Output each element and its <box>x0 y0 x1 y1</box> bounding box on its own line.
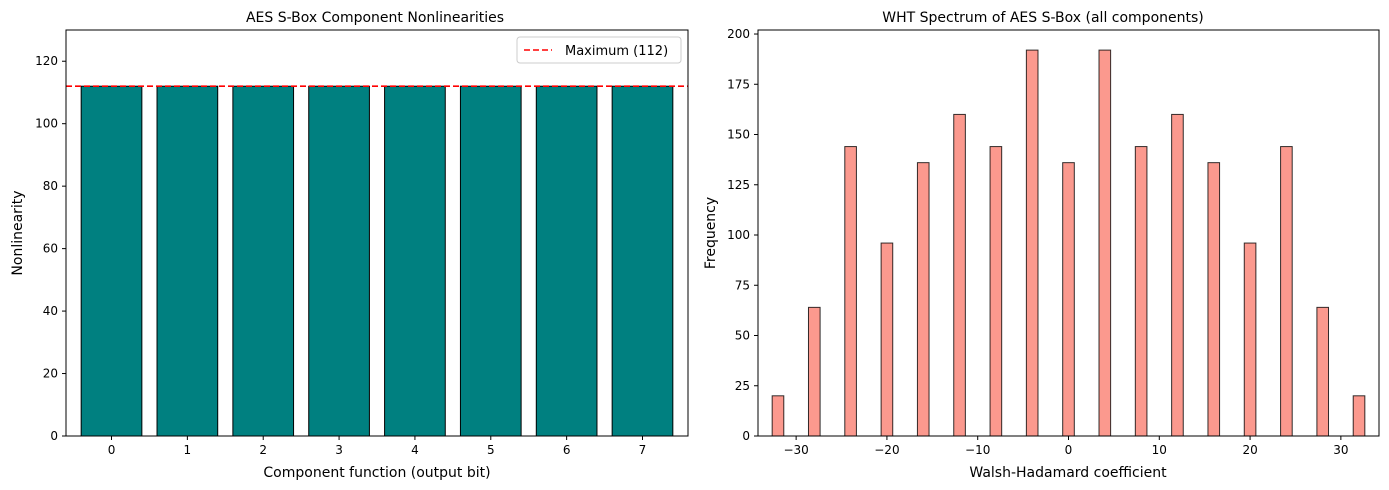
x-tick-label: 0 <box>108 443 116 457</box>
histogram-bar <box>916 162 930 437</box>
y-tick-label: 0 <box>50 429 58 443</box>
histogram-bar <box>1062 162 1075 437</box>
legend-box <box>516 36 682 64</box>
x-tick-label: 20 <box>1242 443 1257 457</box>
bar-component-2 <box>232 85 295 437</box>
bar-component-6 <box>535 85 598 437</box>
y-tick-label: 40 <box>43 304 58 318</box>
bar-component-0 <box>80 85 143 437</box>
histogram-bar <box>1171 113 1184 437</box>
axis-ticks: −30 −20 −10 0 10 20 30 0 25 50 75 100 125 150 175 200 <box>727 27 1348 457</box>
x-tick-label: −30 <box>783 443 808 457</box>
x-tick-label: 4 <box>411 443 419 457</box>
axis-ticks: 0 1 2 3 4 5 6 7 0 20 40 60 80 100 120 <box>35 54 646 457</box>
x-tick-label: 6 <box>563 443 571 457</box>
histogram-bar <box>1207 162 1221 437</box>
bars <box>80 85 674 437</box>
bar-component-7 <box>611 85 674 437</box>
bar-component-4 <box>384 85 446 437</box>
bars <box>771 49 1366 437</box>
bar-component-3 <box>308 85 370 437</box>
histogram-bar <box>953 113 966 437</box>
histogram-bar <box>771 395 785 437</box>
bar-component-1 <box>156 85 219 437</box>
histogram-bar <box>1134 146 1148 437</box>
x-tick-label: 2 <box>259 443 267 457</box>
x-tick-label: −20 <box>874 443 899 457</box>
x-tick-label: 1 <box>184 443 192 457</box>
y-tick-label: 50 <box>735 329 750 343</box>
wht-spectrum-chart: WHT Spectrum of AES S-Box (all component… <box>703 10 1380 481</box>
y-tick-label: 0 <box>742 429 750 443</box>
y-tick-label: 120 <box>35 54 58 68</box>
x-axis-label: Component function (output bit) <box>263 465 490 481</box>
axes-frame <box>65 29 689 437</box>
histogram-bar <box>1280 146 1293 437</box>
histogram-bar <box>844 146 857 437</box>
axes-frame <box>757 29 1380 437</box>
x-tick-label: 7 <box>639 443 647 457</box>
y-tick-label: 200 <box>727 27 750 41</box>
histogram-bar <box>880 242 894 437</box>
x-tick-label: 5 <box>487 443 495 457</box>
y-tick-label: 125 <box>727 178 750 192</box>
x-tick-label: −10 <box>965 443 990 457</box>
histogram-bar <box>1025 49 1039 437</box>
y-tick-label: 80 <box>43 179 58 193</box>
y-tick-label: 175 <box>727 77 750 91</box>
histogram-bar <box>1098 49 1112 437</box>
y-tick-label: 100 <box>727 228 750 242</box>
histogram-bar <box>1243 242 1257 437</box>
x-tick-label: 30 <box>1333 443 1348 457</box>
x-tick-label: 3 <box>335 443 343 457</box>
chart-title: AES S-Box Component Nonlinearities <box>246 10 504 26</box>
y-tick-label: 150 <box>727 128 750 142</box>
x-tick-label: 0 <box>1065 443 1073 457</box>
histogram-bar <box>1316 306 1330 437</box>
histogram-bar <box>989 146 1003 437</box>
histogram-bar <box>807 306 821 437</box>
legend-entry: Maximum (112) <box>565 44 668 59</box>
legend: Maximum (112) <box>516 36 682 64</box>
y-tick-label: 25 <box>735 379 750 393</box>
y-tick-label: 75 <box>735 278 750 292</box>
y-axis-label: Nonlinearity <box>10 190 26 275</box>
nonlinearity-chart: AES S-Box Component Nonlinearities 0 1 2 3 4… <box>10 10 689 481</box>
chart-title: WHT Spectrum of AES S-Box (all component… <box>882 10 1204 26</box>
x-axis-label: Walsh-Hadamard coefficient <box>969 465 1167 481</box>
x-tick-label: 10 <box>1152 443 1167 457</box>
y-tick-label: 100 <box>35 117 58 131</box>
y-tick-label: 20 <box>43 367 58 381</box>
y-tick-label: 60 <box>43 242 58 256</box>
bar-component-5 <box>459 85 522 437</box>
histogram-bar <box>1352 395 1366 437</box>
y-axis-label: Frequency <box>703 197 719 269</box>
